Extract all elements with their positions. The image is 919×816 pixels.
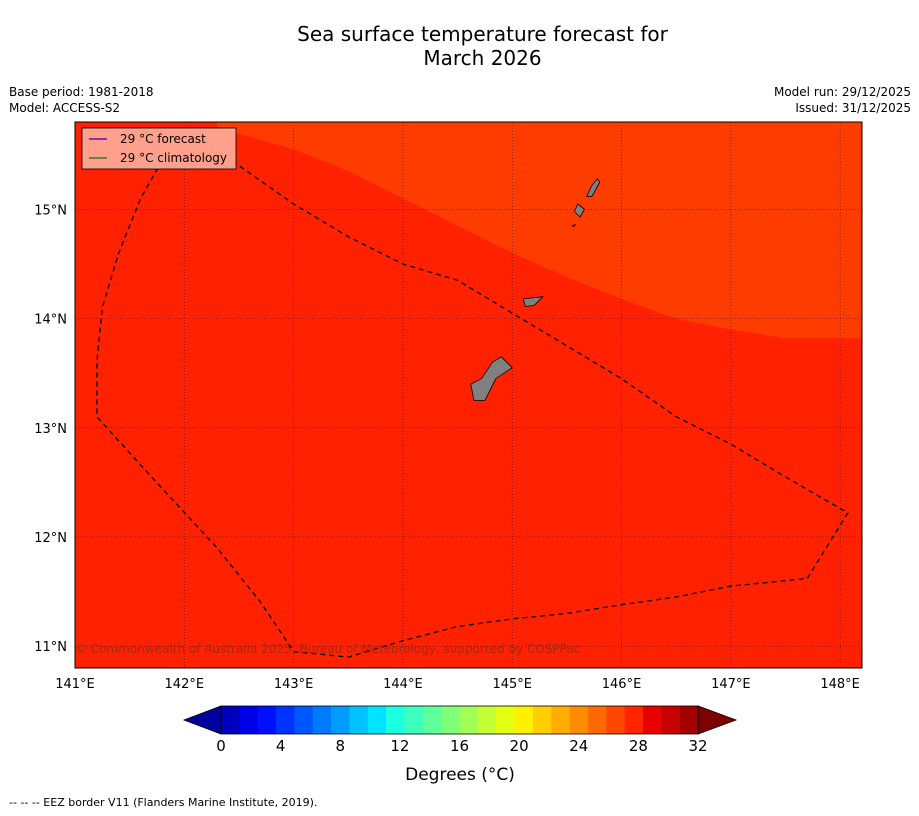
lat-tick-label: 11°N (34, 640, 67, 655)
meta-left: Base period: 1981-2018 Model: ACCESS-S2 (9, 84, 154, 116)
colorbar-tick-label: 4 (276, 737, 286, 755)
legend-climatology-label: 29 °C climatology (120, 151, 227, 165)
colorbar-segment (587, 706, 607, 734)
eez-footnote: -- -- -- EEZ border V11 (Flanders Marine… (9, 796, 318, 809)
colorbar-segment (624, 706, 644, 734)
colorbar-tick-label: 32 (688, 737, 707, 755)
sst-band-29-30 (217, 122, 862, 339)
colorbar-segment (441, 706, 460, 734)
colorbar-segment (642, 706, 662, 734)
colorbar-segment (239, 706, 259, 734)
colorbar-low-extension (182, 705, 222, 735)
colorbar-segment (569, 706, 589, 734)
colorbar-tick-label: 0 (216, 737, 226, 755)
colorbar-segment (221, 706, 240, 734)
copyright-text: © Commonwealth of Australia 2025, Bureau… (75, 642, 580, 656)
colorbar-segment (679, 706, 699, 734)
lat-tick-label: 15°N (34, 203, 67, 218)
colorbar-segment (606, 706, 626, 734)
lon-tick-label: 145°E (492, 677, 532, 692)
legend-forecast-label: 29 °C forecast (120, 132, 206, 146)
colorbar-segment (367, 706, 387, 734)
model-run: Model run: 29/12/2025 (773, 85, 911, 99)
colorbar-segment (422, 706, 442, 734)
legend-box (81, 127, 237, 170)
colorbar-segment (496, 706, 515, 734)
island-aguijan (571, 224, 576, 228)
lon-tick-label: 143°E (274, 677, 314, 692)
colorbar-label: Degrees (°C) (405, 765, 515, 785)
island-tinian (574, 203, 585, 218)
colorbar-segment (514, 706, 534, 734)
lon-tick-label: 148°E (820, 677, 860, 692)
title-line-2: March 2026 (423, 46, 542, 70)
chart-title: Sea surface temperature forecast for Mar… (0, 22, 919, 70)
issued-date: Issued: 31/12/2025 (795, 101, 911, 115)
lon-tick-label: 141°E (55, 677, 95, 692)
model-name: Model: ACCESS-S2 (9, 101, 121, 115)
island-guam (470, 356, 513, 401)
colorbar-frame (220, 705, 699, 735)
lon-tick-label: 146°E (602, 677, 642, 692)
colorbar-segment (404, 706, 424, 734)
colorbar-segment (276, 706, 295, 734)
colorbar-tick-label: 8 (336, 737, 346, 755)
map-panel: © Commonwealth of Australia 2025, Bureau… (34, 121, 863, 692)
colorbar-segment (312, 706, 332, 734)
colorbar-segment (532, 706, 552, 734)
colorbar-tick-label: 12 (390, 737, 409, 755)
island-saipan (585, 178, 601, 197)
map-frame (74, 121, 863, 669)
lat-tick-label: 12°N (34, 531, 67, 546)
lat-tick-label: 14°N (34, 313, 67, 328)
colorbar-tick-label: 16 (450, 737, 469, 755)
island-rota (522, 296, 544, 307)
colorbar-segment (257, 706, 277, 734)
lon-tick-label: 147°E (711, 677, 751, 692)
lon-tick-label: 144°E (383, 677, 423, 692)
colorbar-segment (551, 706, 570, 734)
colorbar-segment (349, 706, 369, 734)
colorbar-high-extension (697, 705, 738, 735)
title-line-1: Sea surface temperature forecast for (297, 22, 668, 46)
colorbar-tick-label: 24 (569, 737, 588, 755)
colorbar-tick-label: 20 (510, 737, 529, 755)
colorbar-tick-label: 28 (629, 737, 648, 755)
lon-tick-label: 142°E (165, 677, 205, 692)
meta-right: Model run: 29/12/2025 Issued: 31/12/2025 (774, 84, 911, 116)
colorbar-segment (294, 706, 314, 734)
colorbar-segment (386, 706, 405, 734)
eez-border-line (96, 137, 849, 658)
colorbar: 0 4 8 12 16 20 24 28 32 Degrees (°C) (182, 705, 738, 785)
colorbar-segment (331, 706, 350, 734)
colorbar-segment (661, 706, 681, 734)
base-period: Base period: 1981-2018 (9, 85, 154, 99)
colorbar-segment (477, 706, 497, 734)
colorbar-segment (459, 706, 479, 734)
lat-tick-label: 13°N (34, 422, 67, 437)
